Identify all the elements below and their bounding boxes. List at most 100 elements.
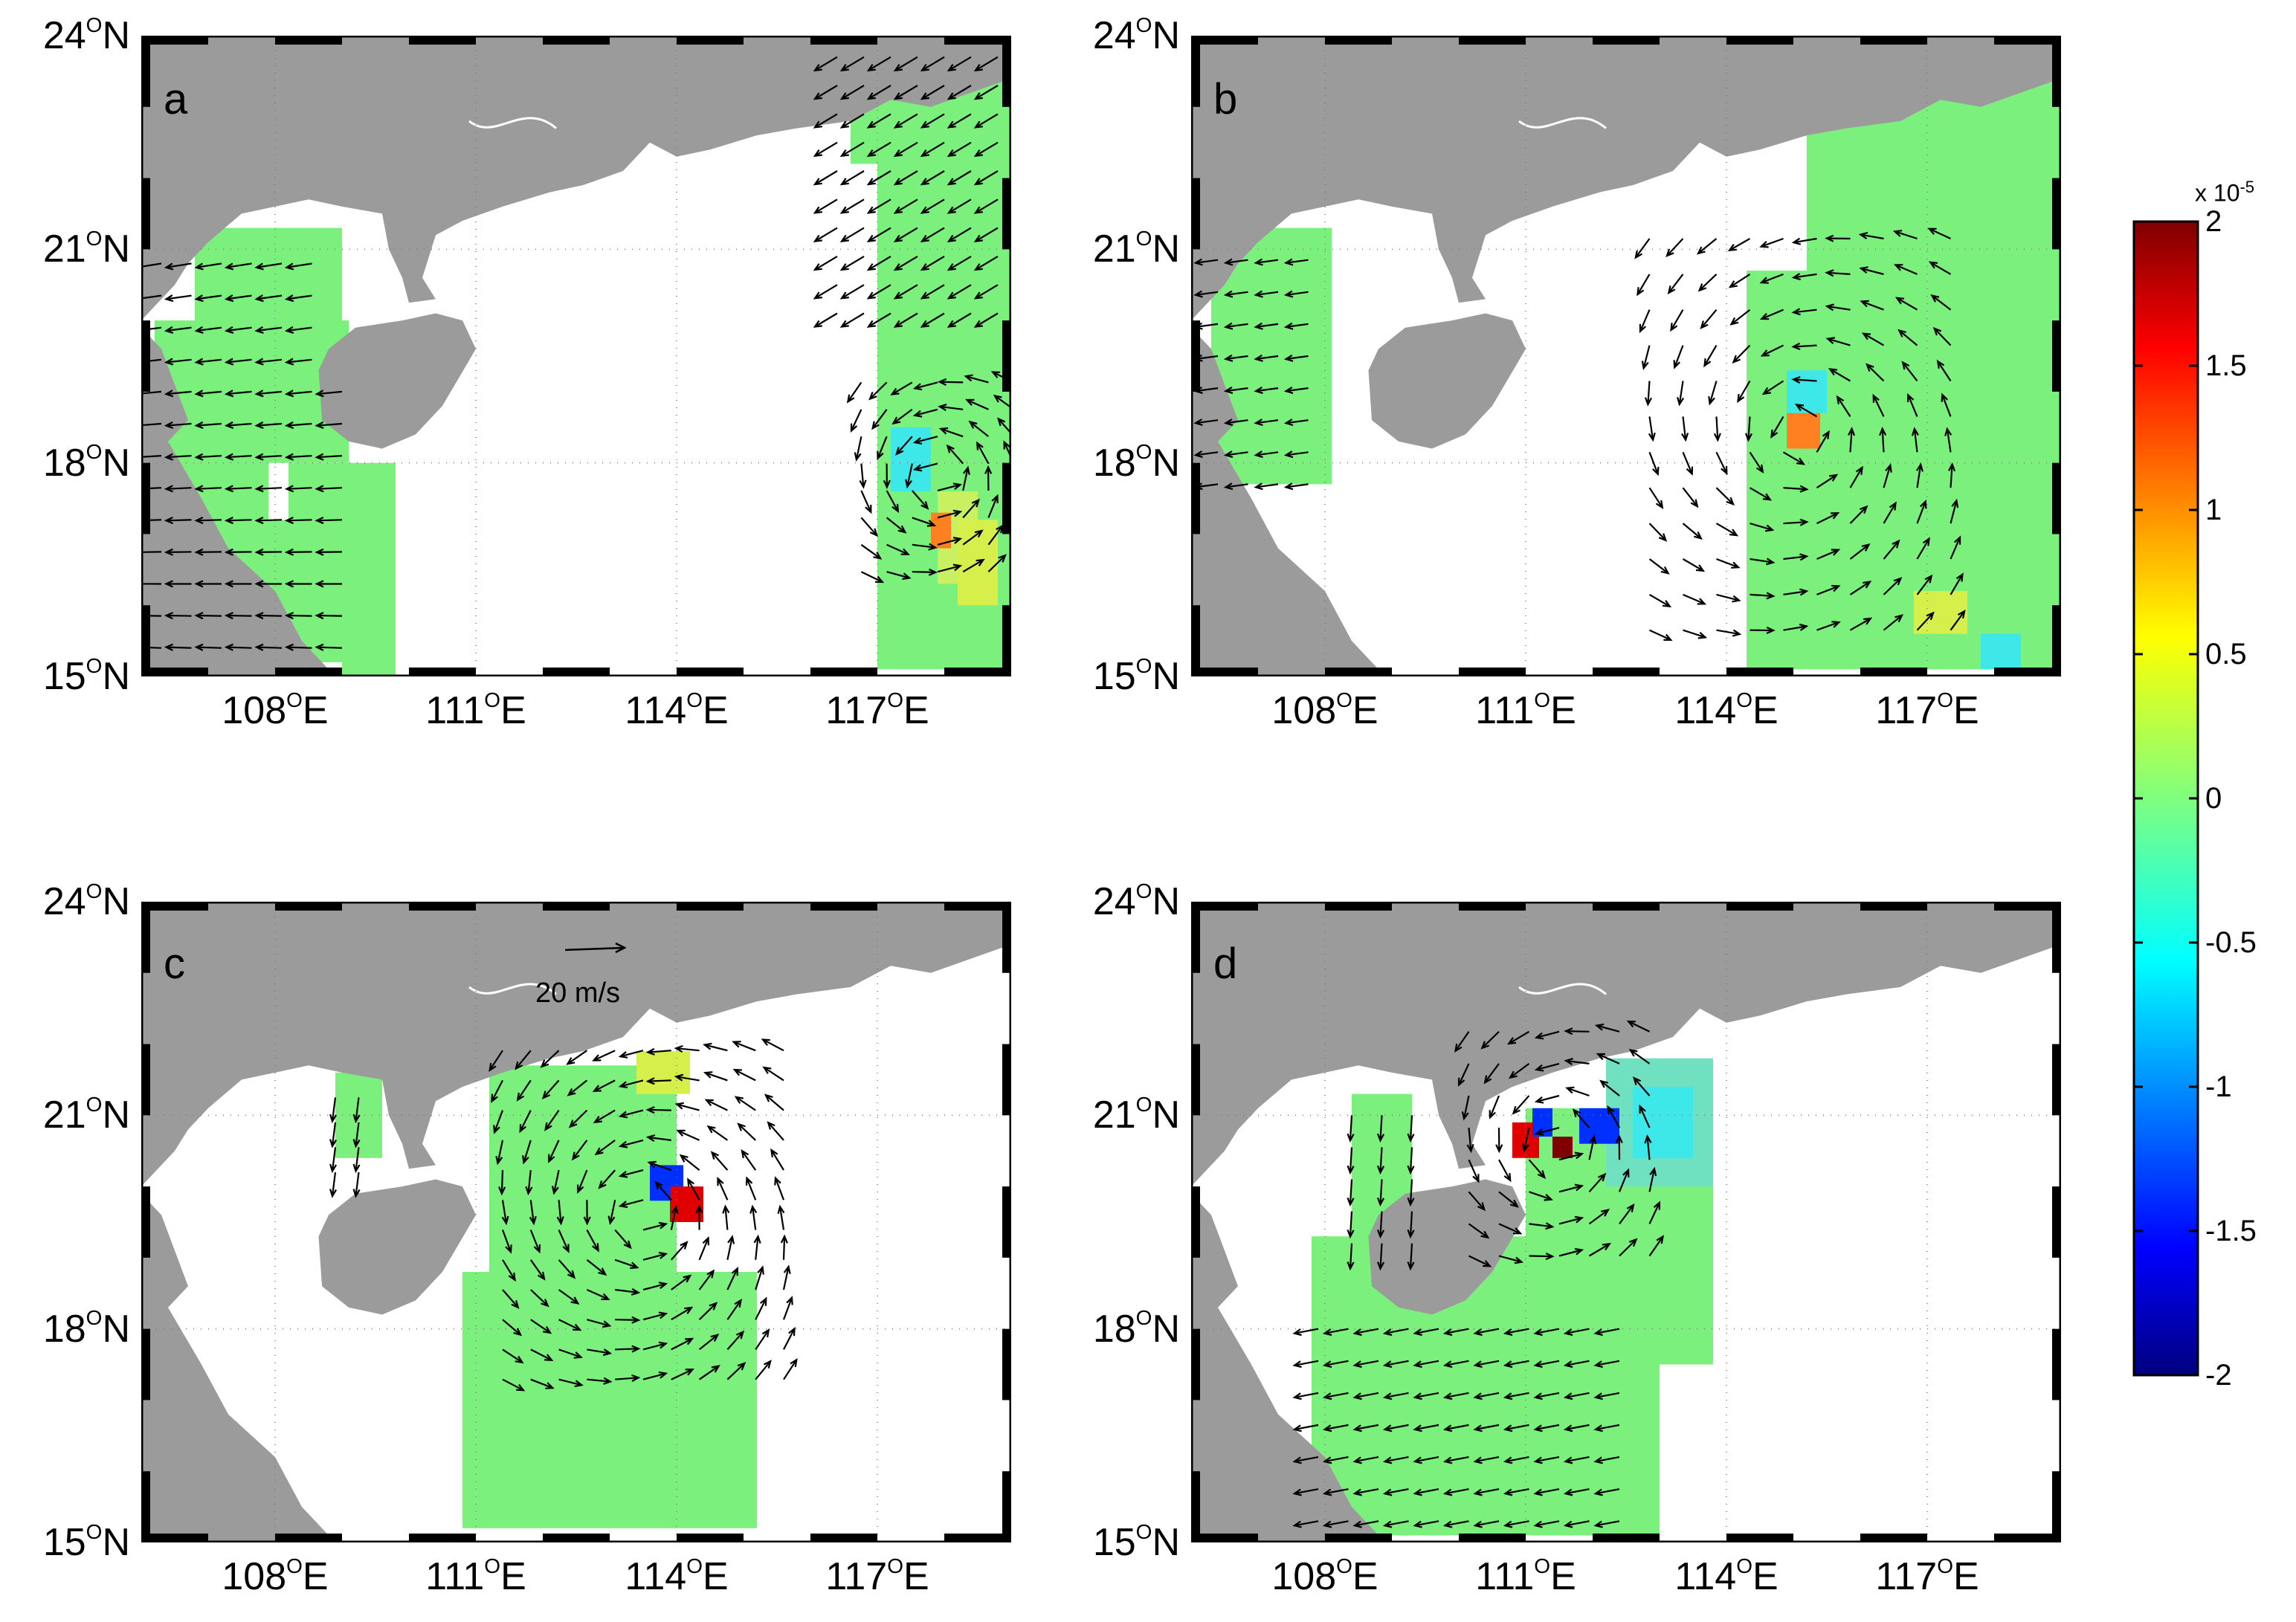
wind-arrow-98 [839,284,865,300]
field-cell-5 [1914,591,1967,634]
wind-arrow-135 [1615,1134,1623,1160]
wind-arrow-127 [1858,232,1884,240]
frame-seg-top-10 [810,902,877,911]
wind-arrow-87 [813,312,838,328]
wind-arrow-43 [224,517,252,525]
wind-arrow-56 [1716,629,1742,637]
wind-arrow-130 [1916,537,1930,560]
wind-arrow-157 [860,571,885,584]
wind-arrow-69 [1750,592,1776,600]
x-tick-label-117: 117OE [1875,1554,1979,1598]
wind-arrow-53 [1442,1424,1469,1432]
wind-arrow-86 [1770,416,1784,439]
wind-arrow-24 [529,1259,546,1281]
wind-arrow-98 [1457,1063,1470,1087]
wind-arrow-203 [965,398,989,410]
wind-arrow-34 [558,1319,582,1331]
wind-arrow-44 [587,1377,613,1385]
y-tick-label-15: 15ON [1092,653,1180,698]
frame-seg-right-4 [1002,320,1011,392]
wind-arrow-70 [1503,1328,1529,1337]
frame-seg-top-8 [677,36,744,45]
field-cell-5 [342,562,396,676]
wind-arrow-134 [1618,1168,1630,1192]
wind-arrow-152 [973,170,999,186]
panel-label-d: d [1213,940,1238,988]
wind-arrow-26 [1283,419,1309,427]
wind-arrow-126 [893,56,918,72]
wind-arrow-61 [254,358,283,366]
wind-arrow-40 [1382,1392,1409,1400]
wind-arrow-175 [912,517,937,527]
wind-arrow-151 [1927,227,1951,239]
frame-seg-left-6 [1191,1328,1200,1400]
wind-arrow-77 [284,262,312,271]
wind-arrow-42 [224,548,252,556]
frame-seg-bottom-4 [1459,668,1526,676]
wind-arrow-148 [973,284,999,300]
colorbar-tick-label: -0.5 [2205,926,2257,959]
wind-arrow-73 [1533,1456,1560,1464]
wind-arrow-52 [1442,1456,1469,1464]
wind-arrow-52 [571,1140,588,1161]
wind-arrow-81 [1563,1424,1590,1432]
wind-arrow-91 [813,198,838,214]
wind-arrow-64 [254,262,283,271]
wind-arrow-60 [614,1258,639,1270]
field-cell-1 [1747,271,2061,670]
wind-arrow-36 [1648,487,1664,509]
wind-arrow-67 [284,580,312,588]
wind-arrow-28 [1283,354,1309,362]
wind-arrow-118 [755,1296,767,1320]
wind-arrow-180 [890,381,913,395]
wind-arrow-132 [1619,1238,1638,1257]
wind-arrow-144 [947,113,972,129]
wind-arrow-5 [352,1147,361,1174]
mainland-land [141,36,1011,321]
wind-arrow-72 [1749,487,1773,501]
wind-arrow-149 [973,255,999,271]
wind-arrow-59 [254,421,283,430]
wind-arrow-127 [920,312,945,328]
wind-arrow-0 [329,1172,338,1198]
wind-arrow-72 [1533,1488,1560,1496]
wind-arrow-20 [164,421,192,430]
wind-arrow-51 [1442,1488,1469,1496]
wind-arrow-137 [764,1093,784,1111]
wind-arrow-110 [1529,1191,1553,1201]
wind-arrow-126 [1859,266,1884,275]
wind-arrow-133 [920,141,945,158]
wind-arrow-110 [866,227,891,242]
frame-seg-top-2 [275,36,342,45]
wind-arrow-95 [1816,512,1840,525]
wind-arrow-48 [1413,1360,1439,1369]
wind-arrow-55 [566,1050,588,1065]
vietnam-land [141,327,335,676]
wind-arrow-101 [1498,1223,1523,1235]
wind-arrow-86 [315,390,343,398]
wind-arrow-182 [937,537,963,546]
vector-arrows [329,1038,798,1392]
wind-arrow-43 [1634,238,1651,259]
wind-arrow-32 [558,1378,584,1388]
wind-arrow-21 [1254,322,1279,330]
frame-seg-top-8 [1726,36,1793,45]
frame-seg-bottom-0 [1191,1534,1258,1542]
colorbar-tick-label: -2 [2205,1359,2232,1392]
wind-arrow-78 [315,643,343,651]
map-canvas-a [141,36,1011,676]
panel-label-b: b [1213,75,1238,123]
frame-seg-right-6 [2052,1328,2061,1400]
wind-arrow-83 [315,485,343,493]
wind-arrow-21 [530,1348,554,1362]
wind-arrow-160 [860,490,872,514]
wind-arrow-36 [194,326,222,334]
wind-arrow-35 [1352,1328,1379,1337]
wind-arrow-2 [329,1122,338,1148]
hainan-island [318,313,476,449]
wind-arrow-3 [1347,1147,1355,1175]
map-canvas-c [141,902,1011,1542]
frame-seg-left-4 [141,320,150,392]
wind-arrow-44 [1683,629,1708,639]
wind-arrow-81 [671,1337,694,1351]
